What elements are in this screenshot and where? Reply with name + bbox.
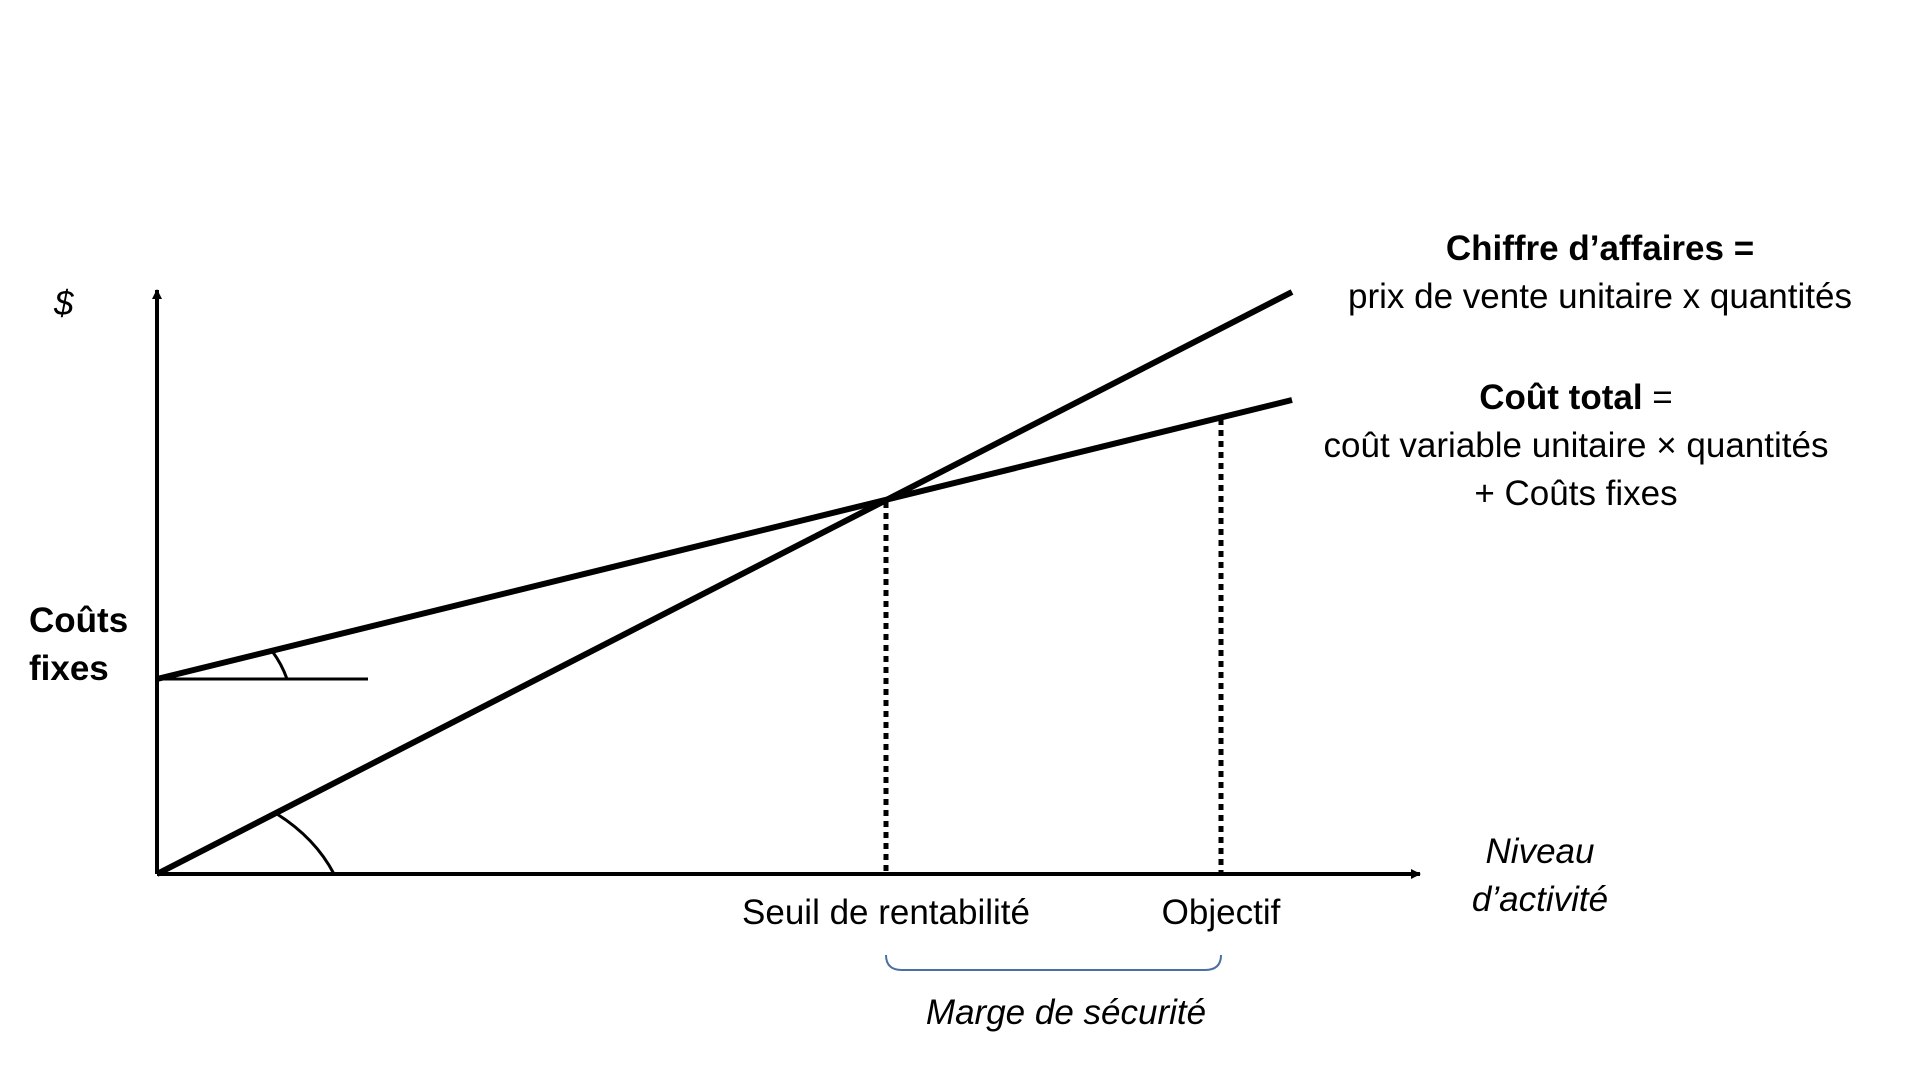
safety-margin-label: Marge de sécurité: [925, 993, 1207, 1032]
objective-label: Objectif: [1161, 893, 1281, 932]
total-cost-line: [156, 397, 1293, 682]
revenue-formula: prix de vente unitaire x quantités: [1348, 277, 1852, 316]
variable-cost-slope-arc: [270, 650, 289, 680]
total-cost-formula-line1: coût variable unitaire × quantités: [1323, 426, 1829, 465]
breakeven-label: Seuil de rentabilité: [742, 893, 1030, 932]
total-cost-equals: =: [1642, 378, 1673, 417]
price-slope-arc: [276, 812, 336, 875]
revenue-line: [155, 289, 1294, 877]
x-axis-label-line1: Niveau: [1485, 832, 1595, 871]
total-cost-title: Coût total: [1479, 378, 1643, 417]
total-cost-title-line: Coût total =: [1276, 374, 1876, 422]
y-axis-label: $: [54, 284, 74, 323]
safety-margin-brace: [885, 954, 1222, 971]
fixed-costs-label-line2: fixes: [29, 649, 109, 688]
x-axis-label-line2: d’activité: [1471, 880, 1609, 919]
total-cost-formula-line2: + Coûts fixes: [1474, 474, 1678, 513]
revenue-title: Chiffre d’affaires =: [1445, 229, 1755, 268]
fixed-costs-label-line1: Coûts: [29, 601, 129, 640]
